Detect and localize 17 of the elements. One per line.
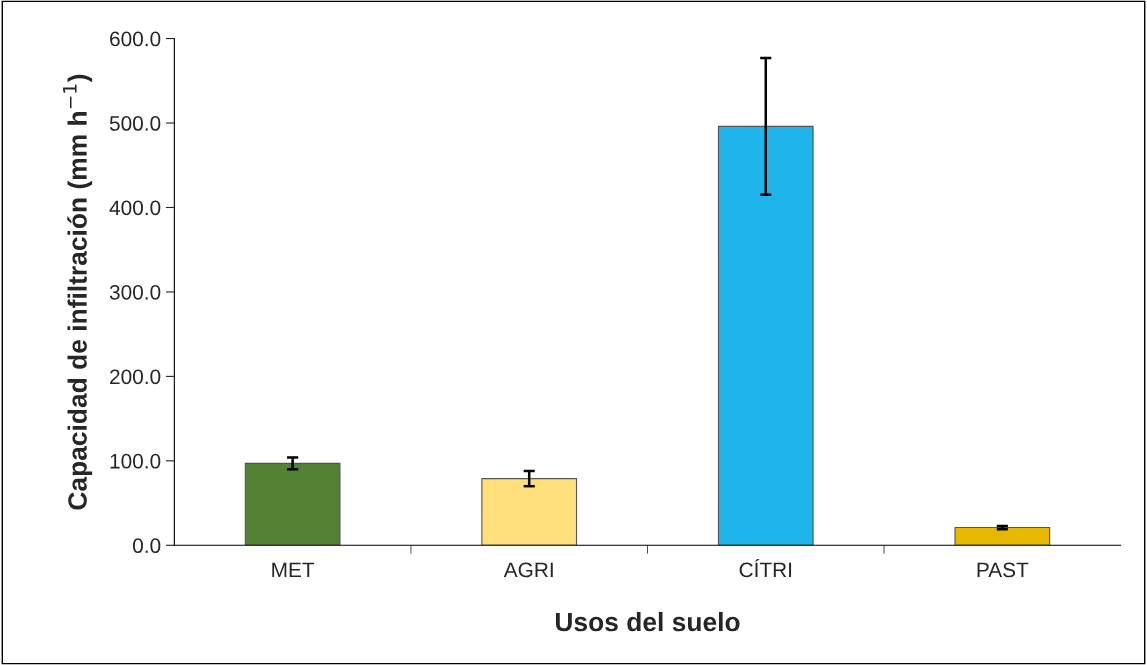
y-tick-label: 0.0 [133,538,161,554]
x-tick-label: MET [272,562,315,578]
x-tick-label: PAST [977,562,1029,578]
x-axis-title: Usos del suelo [555,611,740,632]
y-tick-label: 300.0 [109,284,161,300]
x-tick-label: AGRI [503,562,553,578]
y-tick-label: 600.0 [110,31,161,47]
bar [717,125,814,546]
y-tick-label: 500.0 [109,116,161,131]
bar [481,478,578,546]
y-tick-label: 400.0 [109,200,161,216]
y-axis-title: Capacidad de infiltración (mm h$^{−1}$) [63,74,93,510]
bar [244,462,341,546]
y-tick-label: 100.0 [110,453,161,469]
y-tick-label: 200.0 [110,369,161,385]
x-tick-label: CÍTRI [739,559,792,578]
bar [954,527,1051,546]
